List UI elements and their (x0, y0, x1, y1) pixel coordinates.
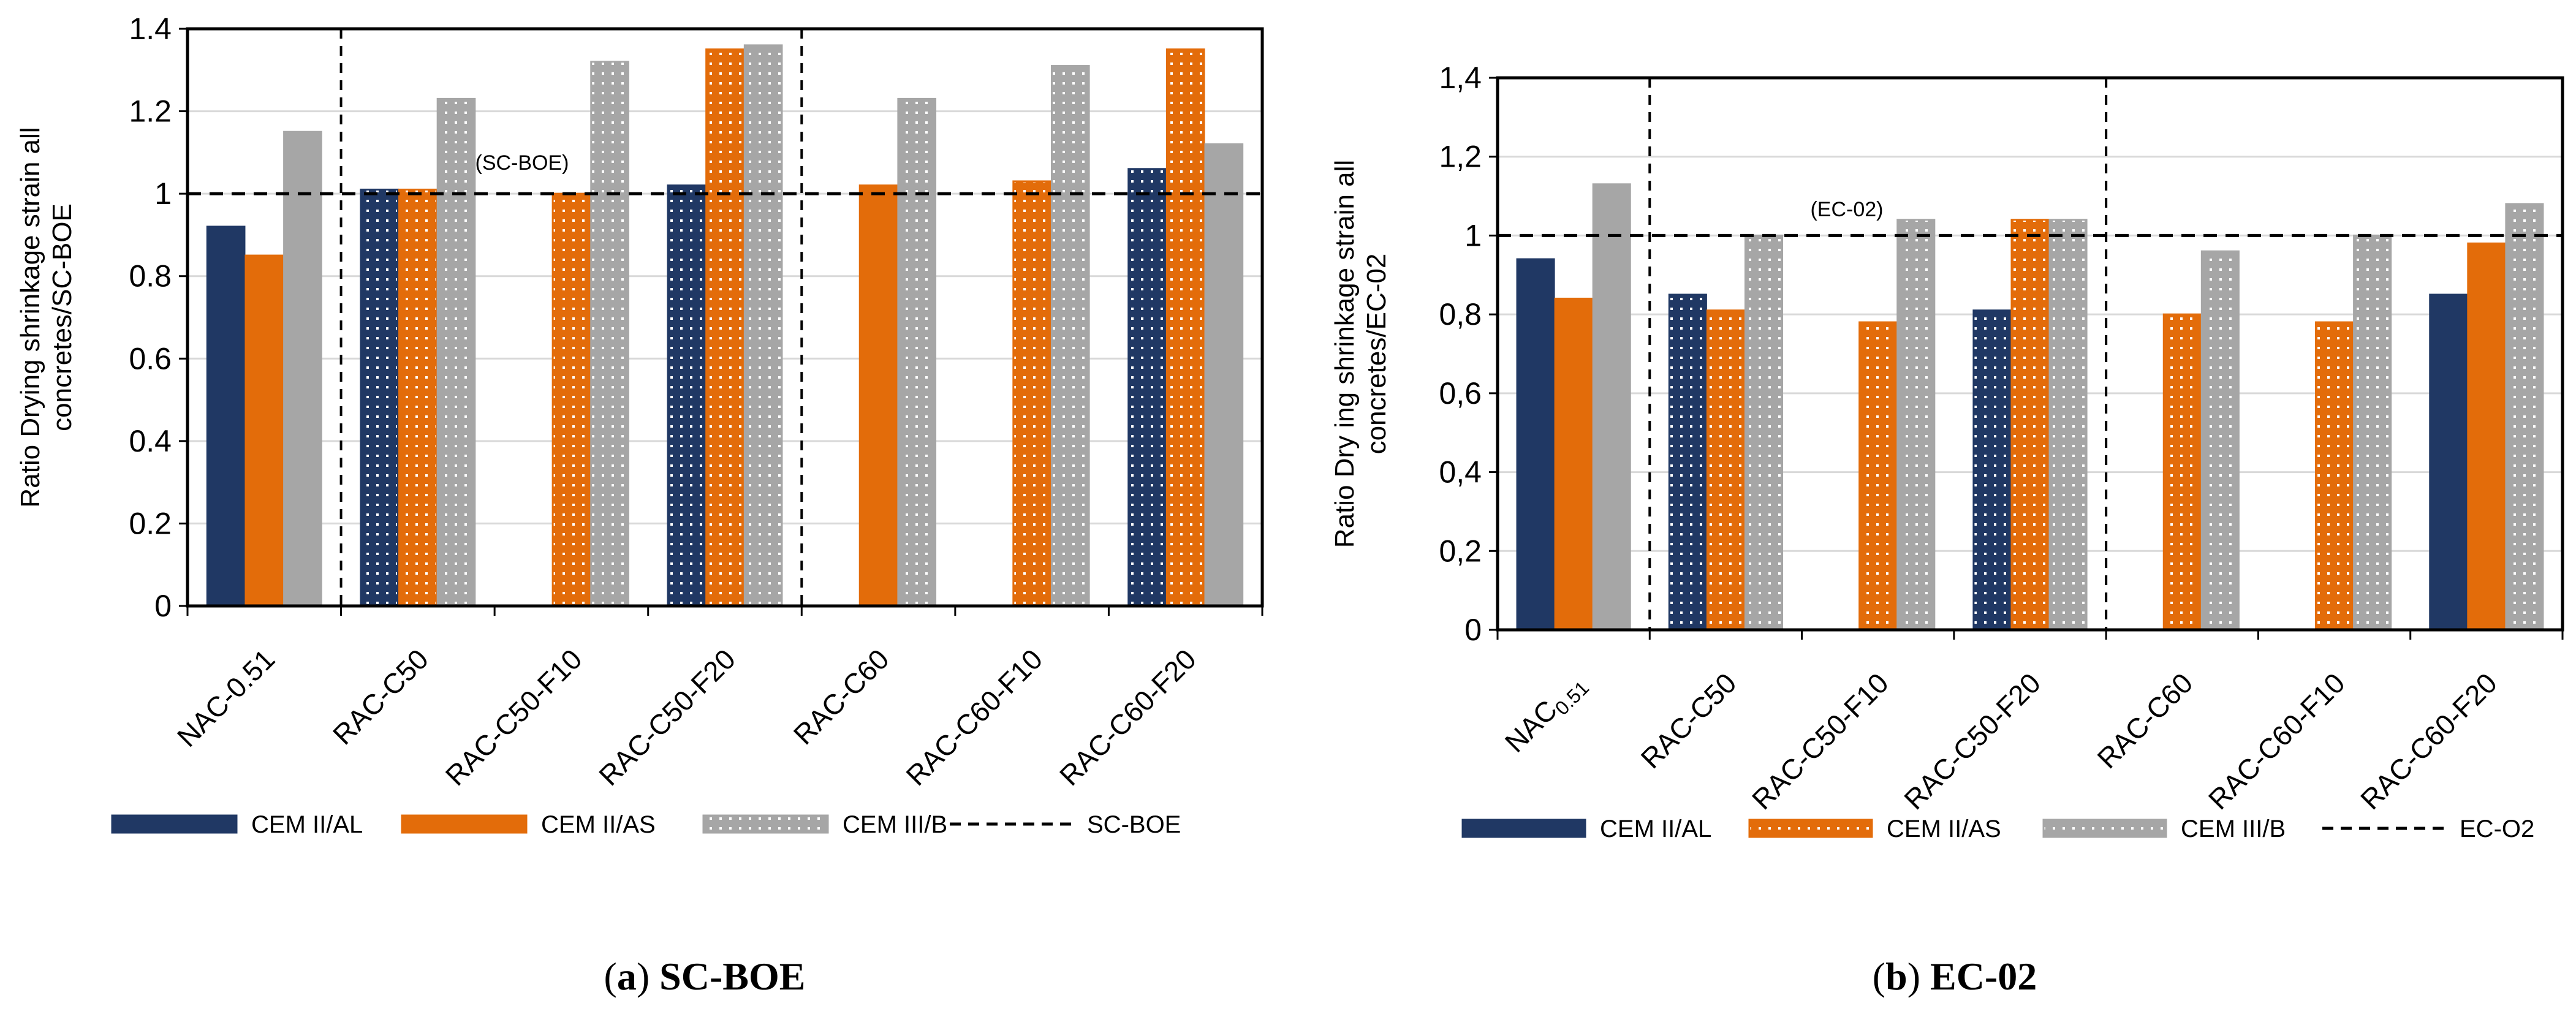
x-category-label: RAC-C50 (1635, 667, 1743, 774)
y-tick-label: 0,2 (1439, 534, 1482, 568)
chart-sc-boe: 0 0.2 0.4 0.6 0.8 1 1.2 1.4 (SC-BOE) NAC-0.51 RAC-… (15, 12, 1264, 998)
x-category-label: RAC-C50-F20 (593, 643, 741, 792)
bar (1050, 65, 1090, 607)
bar (2353, 234, 2392, 631)
y-tick-label: 0.8 (129, 259, 172, 293)
bar (436, 97, 476, 607)
y-tick-label: 1 (1464, 218, 1482, 252)
bar (2315, 321, 2354, 631)
y-axis-label: Ratio Dry ing shrinkage strain allconcre… (1330, 160, 1392, 548)
x-category-label: RAC-C60-F10 (2202, 667, 2351, 815)
bar (1165, 48, 1205, 607)
x-category-label: RAC-C60 (2091, 667, 2199, 774)
legend-label: EC-O2 (2460, 815, 2534, 842)
legend-label: CEM III/B (2181, 815, 2286, 842)
bar (1706, 309, 1745, 631)
legend-label: CEM III/B (843, 811, 947, 838)
y-tick-label: 1,2 (1439, 140, 1482, 174)
bar (1972, 309, 2012, 631)
y-tick-label: 1.4 (129, 12, 172, 46)
legend-swatch (111, 814, 238, 834)
bar (705, 48, 744, 607)
y-tick-label: 0 (1464, 613, 1482, 647)
legend-swatch (1461, 819, 1586, 838)
bar (2048, 219, 2088, 631)
x-category-label: RAC-C60-F20 (2354, 667, 2503, 815)
y-tick-label: 0,8 (1439, 297, 1482, 331)
x-category-label: RAC-C60-F20 (1053, 643, 1202, 792)
bar (858, 184, 898, 607)
y-tick-label: 1.2 (129, 94, 172, 129)
bar (1554, 297, 1593, 631)
bar (590, 61, 629, 607)
y-tick-label: 0 (154, 589, 172, 623)
bar (283, 131, 322, 607)
bar (2162, 313, 2202, 631)
legend-swatch (401, 814, 528, 834)
bar (1896, 219, 1936, 631)
plot-frame (186, 27, 1264, 608)
bar (2200, 250, 2240, 631)
plot-frame (1496, 76, 2564, 632)
bar (897, 97, 937, 607)
y-tick-label: 0.2 (129, 506, 172, 540)
x-category-label: NAC0.51 (1499, 667, 1593, 761)
bar (244, 254, 284, 607)
bar (1744, 234, 1784, 631)
x-category-label: RAC-C60-F10 (900, 643, 1048, 792)
reference-annotation: (EC-02) (1810, 198, 1883, 221)
bar (398, 188, 438, 607)
legend-label: SC-BOE (1087, 811, 1181, 838)
chart-ec-02: 0 0,2 0,4 0,6 0,8 1 1,2 1,4 (EC-02) NAC0.51 RAC-C5… (1330, 61, 2564, 998)
reference-annotation: (SC-BOE) (475, 151, 569, 175)
x-category-label: RAC-C50-F10 (1746, 667, 1895, 815)
bar (2467, 242, 2506, 631)
x-category-label: RAC-C50-F20 (1898, 667, 2047, 815)
y-axis-label: Ratio Drying shrinkage strain allconcret… (15, 127, 77, 507)
bar (2505, 203, 2544, 631)
y-tick-label: 0.4 (129, 424, 172, 458)
y-tick-label: 1 (154, 176, 172, 211)
y-tick-label: 0.6 (129, 341, 172, 376)
figure-caption: (a) SC-BOE (604, 955, 806, 998)
bar (206, 225, 246, 607)
legend-swatch (2042, 819, 2167, 838)
figure-caption: (b) EC-02 (1873, 955, 2037, 998)
x-category-label: NAC-0.51 (171, 643, 281, 753)
bar (743, 44, 783, 607)
legend-label: CEM II/AS (1887, 815, 2001, 842)
legend-label: CEM II/AL (251, 811, 363, 838)
bar (2429, 293, 2468, 631)
legend-swatch (1748, 819, 1873, 838)
bar (1592, 183, 1631, 631)
bar (1012, 180, 1051, 607)
x-category-label: RAC-C50 (327, 643, 434, 751)
x-category-label: RAC-C60 (787, 643, 895, 751)
legend-label: CEM II/AS (541, 811, 656, 838)
y-tick-label: 0,6 (1439, 376, 1482, 411)
bar (2010, 219, 2050, 631)
bar (1204, 143, 1244, 607)
x-category-label: RAC-C50-F10 (439, 643, 588, 792)
bar (1858, 321, 1898, 631)
legend-label: CEM II/AL (1600, 815, 1711, 842)
bar (1127, 168, 1167, 607)
bar (1668, 293, 1707, 631)
legend-swatch (702, 814, 829, 834)
bar (551, 192, 591, 607)
bar (1516, 258, 1555, 631)
bar (667, 184, 707, 607)
bar (360, 188, 400, 607)
y-tick-label: 1,4 (1439, 61, 1482, 95)
y-tick-label: 0,4 (1439, 455, 1482, 490)
